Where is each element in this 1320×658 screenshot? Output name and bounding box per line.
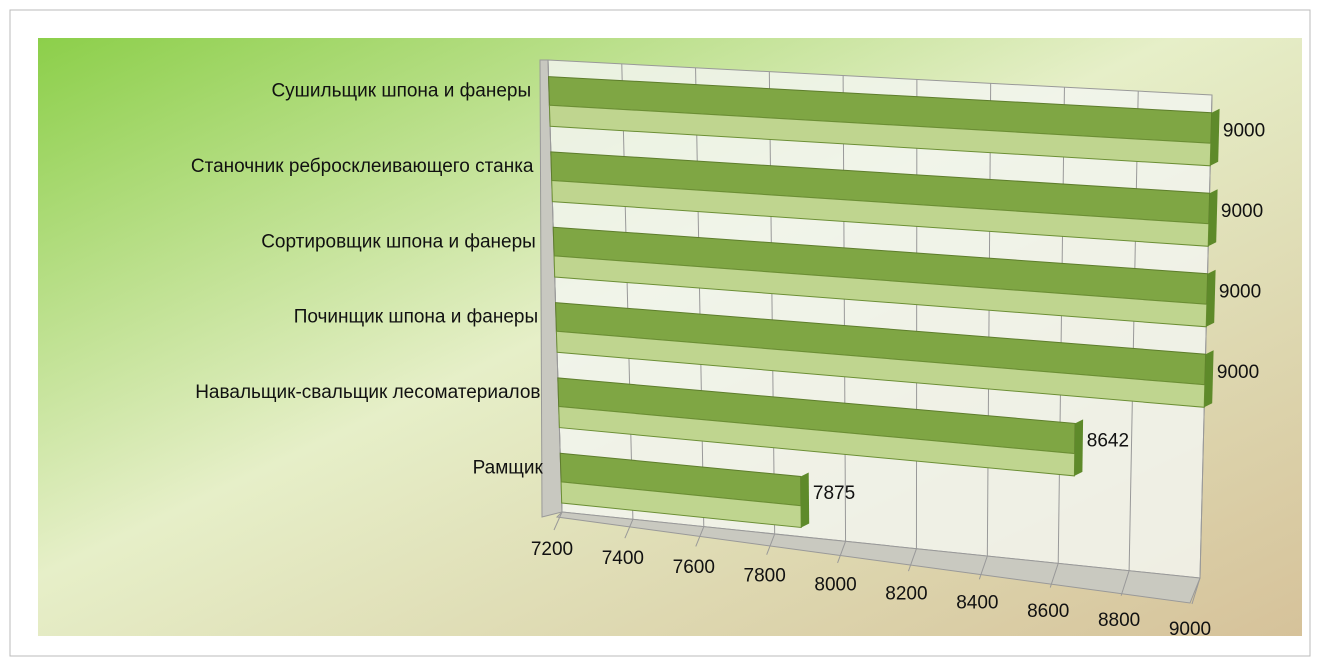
bar-end [1074,419,1084,476]
bar-end [1208,189,1218,247]
x-tick-label: 7200 [531,539,573,560]
x-tick-label: 8000 [814,575,856,596]
category-label: Рамщик [473,457,544,478]
grid-line [768,71,776,535]
bar-end [800,472,810,528]
bar-end [1204,350,1214,408]
value-label: 9000 [1217,362,1259,383]
grid-line [1128,91,1139,571]
floor-line [1120,570,1130,596]
x-tick-label: 8200 [885,583,927,604]
floor-line [766,533,776,555]
grid-line [695,67,705,527]
value-label: 8642 [1087,431,1129,452]
floor-line [907,548,917,572]
grid-line [986,83,992,557]
floor-line [1049,563,1059,588]
value-label: 9000 [1221,201,1263,222]
category-label: Починщик шпона и фанеры [294,307,538,328]
floor-line [978,555,988,580]
floor-line [553,511,563,531]
x-tick-label: 7800 [744,566,786,587]
category-label: Станочник ребросклеивающего станка [191,156,534,177]
value-label: 9000 [1223,120,1265,141]
grid-line [1199,94,1213,579]
grid-line [621,63,634,520]
x-tick-label: 8400 [956,592,998,613]
grid-line [842,75,847,542]
grid-line [547,59,563,513]
x-tick-label: 8800 [1098,610,1140,631]
x-tick-label: 9000 [1169,619,1211,640]
category-label: Сушильщик шпона и фанеры [271,81,531,102]
x-tick-label: 7400 [602,548,644,569]
category-label: Навальщик-свальщик лесоматериалов [195,382,540,403]
grid-line [1057,87,1065,564]
category-label: Сортировщик шпона и фанеры [261,231,536,252]
floor-line [837,541,847,564]
floor-line [624,519,634,539]
x-tick-label: 7600 [673,557,715,578]
value-label: 7875 [813,483,855,504]
x-tick-label: 8600 [1027,601,1069,622]
bar-end [1210,108,1220,166]
floor-line [1191,577,1201,605]
bar-end [1206,269,1216,327]
floor-line [695,526,705,547]
value-label: 9000 [1219,281,1261,302]
